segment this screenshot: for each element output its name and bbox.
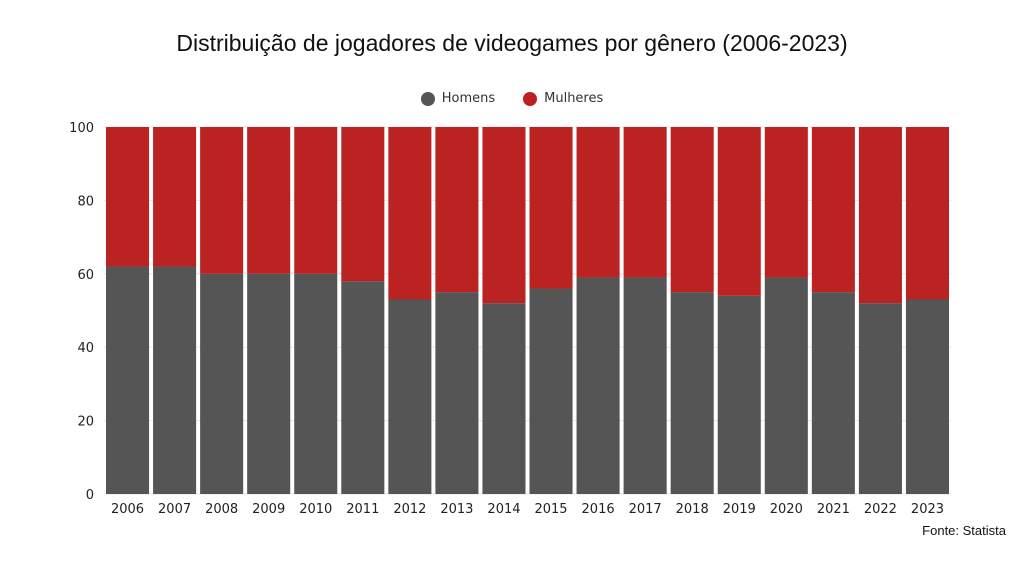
- bar-homens-2019: [717, 295, 761, 494]
- bar-homens-2009: [247, 273, 291, 494]
- bar-homens-2012: [388, 299, 432, 494]
- bar-mulheres-2020: [764, 127, 808, 278]
- bar-mulheres-2010: [294, 127, 338, 274]
- legend-item-mulheres[interactable]: Mulheres: [523, 91, 603, 106]
- legend-marker-mulheres: [523, 91, 538, 106]
- bar-mulheres-2008: [200, 127, 244, 274]
- x-tick-label: 2016: [582, 502, 615, 517]
- x-tick-label: 2006: [111, 502, 144, 517]
- x-tick-label: 2015: [534, 502, 567, 517]
- y-tick-label: 80: [77, 194, 94, 209]
- legend-item-homens[interactable]: Homens: [420, 91, 496, 106]
- legend-label-mulheres: Mulheres: [544, 91, 604, 106]
- bar-homens-2021: [811, 292, 855, 494]
- bar-homens-2010: [294, 273, 338, 494]
- legend: Homens Mulheres: [0, 91, 1024, 106]
- bar-homens-2018: [670, 292, 714, 494]
- bar-homens-2023: [905, 299, 949, 494]
- bar-mulheres-2019: [717, 127, 761, 296]
- x-tick-label: 2007: [158, 502, 191, 517]
- bar-mulheres-2018: [670, 127, 714, 293]
- bar-homens-2007: [153, 266, 197, 494]
- bar-mulheres-2006: [106, 127, 150, 267]
- bar-mulheres-2013: [435, 127, 479, 293]
- bar-homens-2017: [623, 277, 667, 494]
- bar-mulheres-2017: [623, 127, 667, 278]
- legend-marker-homens: [420, 91, 435, 106]
- x-tick-label: 2020: [770, 502, 803, 517]
- x-tick-label: 2008: [205, 502, 238, 517]
- bar-mulheres-2009: [247, 127, 291, 274]
- bar-mulheres-2022: [858, 127, 902, 304]
- bar-mulheres-2015: [529, 127, 573, 289]
- bar-homens-2015: [529, 288, 573, 494]
- x-tick-label: 2017: [629, 502, 662, 517]
- bar-homens-2006: [106, 266, 150, 494]
- bar-homens-2022: [858, 303, 902, 494]
- y-tick-label: 40: [77, 341, 94, 356]
- bar-homens-2020: [764, 277, 808, 494]
- source-note: Fonte: Statista: [922, 523, 1006, 538]
- y-tick-label: 100: [69, 121, 94, 136]
- bar-mulheres-2016: [576, 127, 620, 278]
- x-tick-label: 2012: [393, 502, 426, 517]
- bar-homens-2014: [482, 303, 526, 494]
- x-tick-label: 2011: [346, 502, 379, 517]
- y-tick-label: 20: [77, 415, 94, 430]
- x-tick-label: 2013: [440, 502, 473, 517]
- bar-mulheres-2014: [482, 127, 526, 304]
- x-tick-label: 2018: [676, 502, 709, 517]
- x-tick-label: 2019: [723, 502, 756, 517]
- y-tick-label: 0: [86, 488, 94, 503]
- bar-homens-2011: [341, 281, 385, 494]
- bar-mulheres-2021: [811, 127, 855, 293]
- y-tick-label: 60: [77, 268, 94, 283]
- x-tick-label: 2022: [864, 502, 897, 517]
- x-tick-label: 2023: [911, 502, 944, 517]
- bar-mulheres-2007: [153, 127, 197, 267]
- x-tick-label: 2021: [817, 502, 850, 517]
- bar-mulheres-2011: [341, 127, 385, 282]
- bar-homens-2008: [200, 273, 244, 494]
- chart-title: Distribuição de jogadores de videogames …: [176, 30, 848, 56]
- legend-label-homens: Homens: [441, 91, 496, 106]
- x-tick-label: 2014: [487, 502, 520, 517]
- bar-homens-2013: [435, 292, 479, 494]
- bar-homens-2016: [576, 277, 620, 494]
- x-tick-label: 2009: [252, 502, 285, 517]
- bar-mulheres-2023: [905, 127, 949, 300]
- bar-mulheres-2012: [388, 127, 432, 300]
- x-tick-label: 2010: [299, 502, 332, 517]
